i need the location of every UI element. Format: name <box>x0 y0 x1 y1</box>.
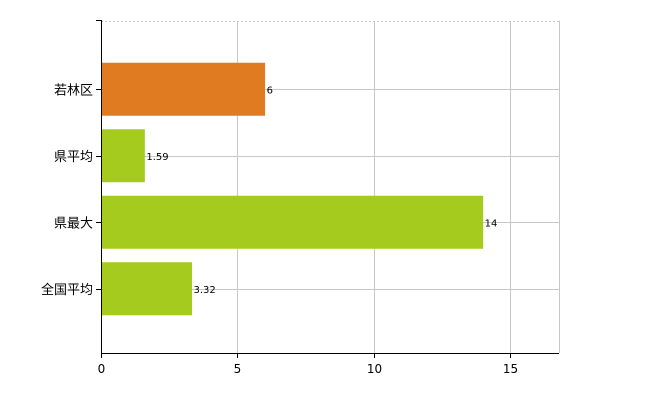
x-tick-label-1: 5 <box>234 362 242 376</box>
category-label-1: 県平均 <box>54 150 93 165</box>
data-label-0: 6 <box>267 85 273 96</box>
data-label-1: 1.59 <box>146 152 168 163</box>
bar-2 <box>101 195 484 249</box>
category-label-2: 県最大 <box>54 216 93 231</box>
bar-1 <box>101 129 145 183</box>
bars <box>101 62 484 316</box>
category-label-3: 全国平均 <box>41 282 93 298</box>
bar-0 <box>101 62 266 116</box>
x-tick-label-0: 0 <box>98 362 106 376</box>
labels: 6 若林区 1.59 県平均 14 県最大 3.32 全国平均 0 5 10 15 <box>41 82 518 376</box>
bar-3 <box>101 262 193 316</box>
axes <box>96 20 559 358</box>
data-label-2: 14 <box>485 218 498 229</box>
x-tick-label-2: 10 <box>367 362 382 376</box>
x-tick-label-3: 15 <box>503 362 518 376</box>
data-label-3: 3.32 <box>194 285 216 296</box>
category-label-0: 若林区 <box>54 82 93 98</box>
